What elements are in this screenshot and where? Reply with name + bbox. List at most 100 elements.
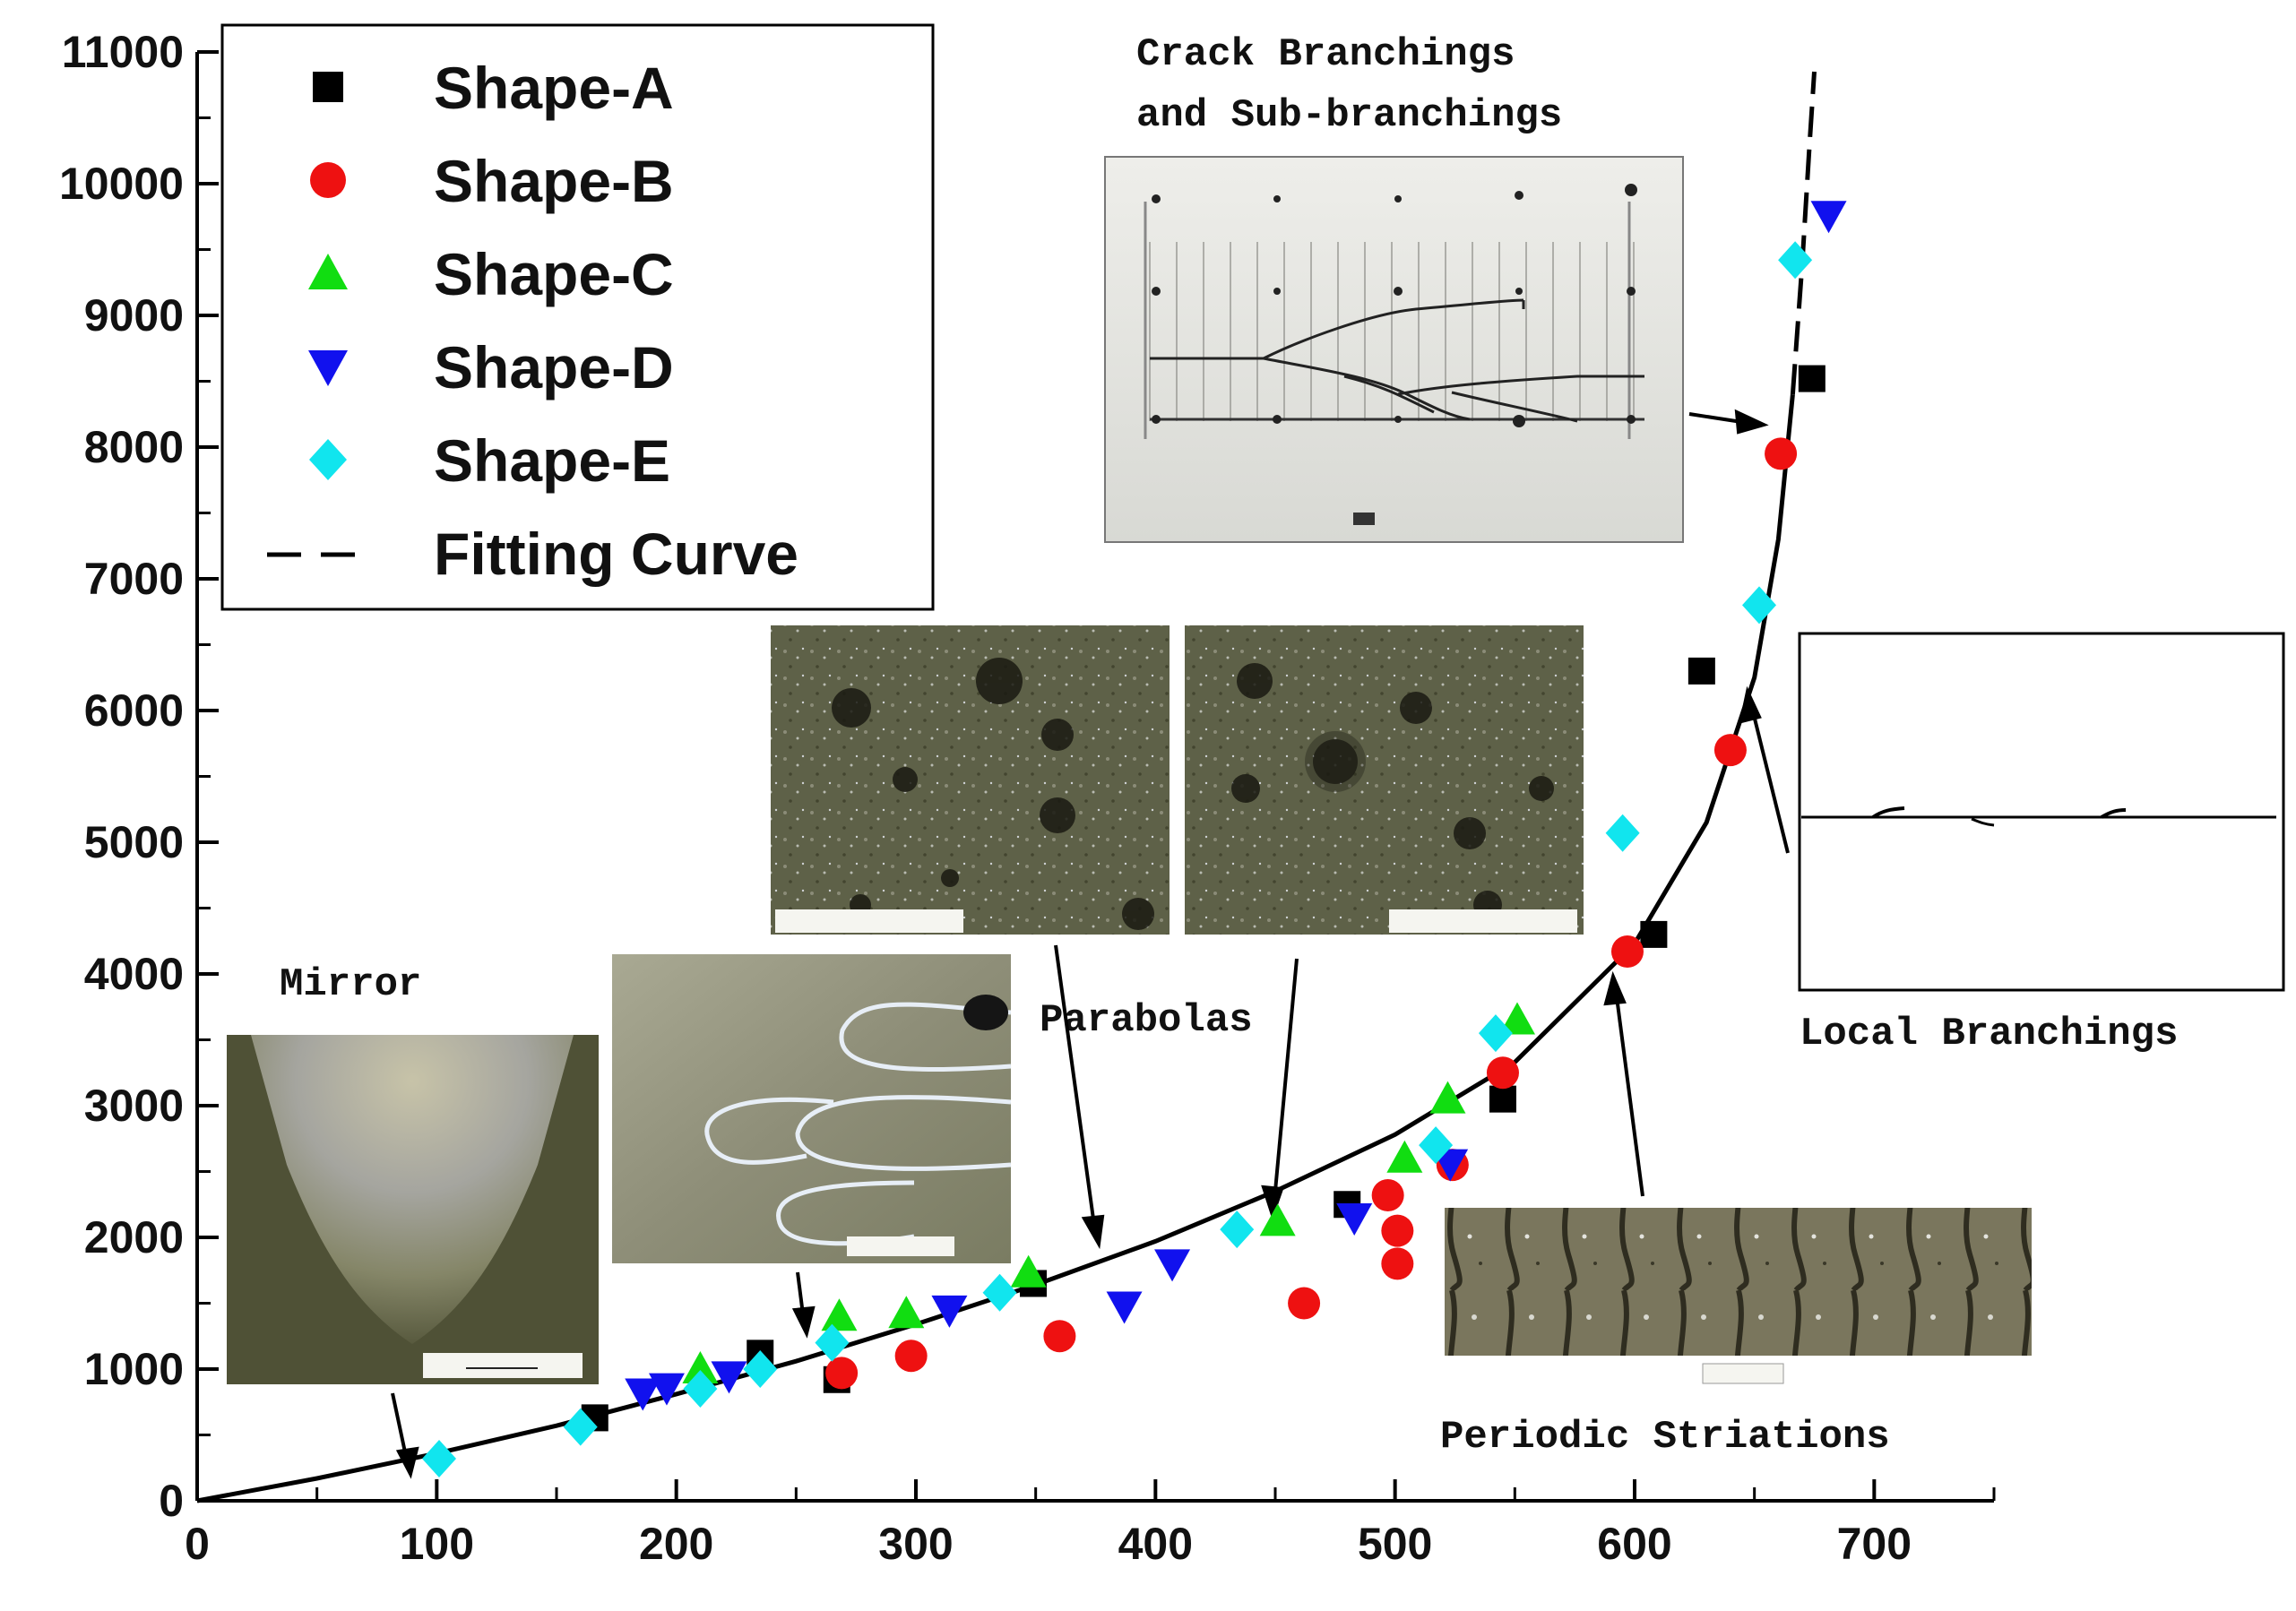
y-tick-label: 2000 bbox=[84, 1212, 184, 1262]
fitting-curve-layer bbox=[196, 71, 1817, 1503]
legend-marker-shape-c bbox=[308, 254, 348, 289]
striations-photo bbox=[1445, 1208, 2032, 1384]
y-tick-label: 3000 bbox=[84, 1081, 184, 1131]
x-ticks: 0 100 200 300 400 500 600 700 bbox=[185, 1479, 1996, 1569]
point-shape-e bbox=[743, 1350, 778, 1388]
legend-label-shape-e: Shape-E bbox=[434, 427, 670, 494]
y-ticks: 0 1000 2000 3000 4000 5000 6000 7000 8000 9000 100… bbox=[59, 27, 219, 1526]
parabola-photo-right bbox=[1185, 625, 1584, 935]
point-shape-b bbox=[825, 1357, 859, 1390]
inset-photos bbox=[227, 156, 2285, 1384]
point-shape-d bbox=[931, 1295, 968, 1328]
parabola-arrow-2 bbox=[1054, 944, 1097, 1233]
legend-marker-shape-a bbox=[313, 72, 343, 102]
point-shape-c bbox=[1499, 1002, 1536, 1035]
x-tick-label: 400 bbox=[1118, 1519, 1193, 1569]
y-tick-label: 7000 bbox=[84, 554, 184, 604]
point-shape-d bbox=[1154, 1249, 1191, 1282]
legend-marker-shape-b bbox=[310, 162, 346, 198]
crack-branchings-label-line1: Crack Branchings bbox=[1136, 32, 1515, 77]
point-shape-c bbox=[1259, 1203, 1296, 1236]
point-shape-b bbox=[1713, 734, 1747, 767]
legend: Shape-A Shape-B Shape-C Shape-D Shape-E Fitti… bbox=[220, 23, 935, 611]
point-shape-a bbox=[1798, 365, 1826, 392]
striations-arrow bbox=[1614, 989, 1644, 1197]
legend-label-fitting-curve: Fitting Curve bbox=[434, 521, 798, 587]
point-shape-d bbox=[1810, 201, 1847, 234]
data-points-layer bbox=[422, 201, 1847, 1477]
point-shape-e bbox=[563, 1408, 598, 1446]
y-tick-label: 4000 bbox=[84, 949, 184, 999]
legend-marker-shape-d bbox=[308, 350, 348, 386]
legend-label-shape-a: Shape-A bbox=[434, 55, 674, 121]
point-shape-e bbox=[1605, 814, 1640, 852]
point-shape-e bbox=[1778, 241, 1813, 280]
fitting-curve-solid bbox=[196, 393, 1795, 1503]
point-shape-c bbox=[682, 1351, 719, 1383]
legend-label-shape-d: Shape-D bbox=[434, 334, 674, 401]
point-shape-d bbox=[1106, 1291, 1143, 1324]
x-tick-label: 500 bbox=[1358, 1519, 1432, 1569]
periodic-striations-label: Periodic Striations bbox=[1440, 1415, 1890, 1460]
y-tick-label: 11000 bbox=[62, 27, 184, 77]
x-tick-label: 200 bbox=[639, 1519, 713, 1569]
point-shape-d bbox=[648, 1373, 685, 1406]
point-shape-a bbox=[1489, 1085, 1516, 1113]
point-shape-d bbox=[711, 1361, 747, 1394]
y-tick-label: 10000 bbox=[59, 159, 184, 209]
point-shape-e bbox=[1478, 1014, 1513, 1053]
point-shape-b bbox=[1381, 1214, 1414, 1247]
point-shape-b bbox=[1043, 1320, 1076, 1353]
y-tick-label: 8000 bbox=[84, 422, 184, 472]
point-shape-b bbox=[1371, 1178, 1404, 1211]
point-shape-d bbox=[1336, 1202, 1373, 1236]
mirror-photo bbox=[227, 1035, 599, 1384]
legend-marker-shape-e bbox=[309, 439, 347, 480]
x-tick-label: 600 bbox=[1597, 1519, 1671, 1569]
parabola-photo-left bbox=[612, 954, 1012, 1263]
y-tick-label: 9000 bbox=[84, 290, 184, 340]
point-shape-d bbox=[625, 1378, 661, 1411]
point-shape-e bbox=[422, 1439, 457, 1477]
mirror-label: Mirror bbox=[280, 962, 421, 1007]
annotation-arrows bbox=[391, 409, 1790, 1479]
point-shape-c bbox=[1386, 1140, 1423, 1173]
point-shape-e bbox=[1742, 586, 1777, 625]
point-shape-e bbox=[1419, 1126, 1454, 1165]
point-shape-c bbox=[1010, 1254, 1047, 1288]
legend-label-shape-c: Shape-C bbox=[434, 241, 674, 307]
fitting-curve-dashed bbox=[1790, 71, 1817, 395]
point-shape-e bbox=[815, 1323, 850, 1362]
y-tick-label: 1000 bbox=[84, 1344, 184, 1394]
point-shape-c bbox=[821, 1298, 858, 1331]
point-shape-a bbox=[1640, 920, 1668, 948]
point-shape-e bbox=[982, 1273, 1017, 1312]
crack-branchings-label-line2: and Sub-branchings bbox=[1136, 93, 1562, 138]
point-shape-b bbox=[1765, 437, 1798, 470]
point-shape-e bbox=[1220, 1210, 1255, 1249]
point-shape-b bbox=[1381, 1247, 1414, 1280]
x-tick-label: 700 bbox=[1837, 1519, 1912, 1569]
parabolas-label: Parabolas bbox=[1040, 998, 1253, 1043]
point-shape-b bbox=[1610, 935, 1644, 969]
point-shape-c bbox=[1429, 1081, 1466, 1114]
annotations: Crack Branchings and Sub-branchings Mirr… bbox=[280, 32, 2178, 1460]
parabola-photo-middle bbox=[771, 625, 1170, 935]
y-tick-label: 6000 bbox=[84, 685, 184, 736]
local-branchings-label: Local Branchings bbox=[1800, 1012, 2178, 1056]
x-tick-label: 100 bbox=[400, 1519, 474, 1569]
point-shape-b bbox=[1288, 1287, 1321, 1320]
crack-branchings-photo bbox=[1104, 156, 1684, 543]
point-shape-b bbox=[1486, 1056, 1519, 1090]
point-shape-c bbox=[888, 1296, 925, 1329]
x-tick-label: 0 bbox=[185, 1519, 210, 1569]
y-tick-label: 5000 bbox=[84, 817, 184, 867]
local-branchings-arrow bbox=[1750, 707, 1790, 854]
local-branchings-photo bbox=[1798, 632, 2285, 992]
legend-label-shape-b: Shape-B bbox=[434, 148, 674, 214]
point-shape-a bbox=[1687, 657, 1715, 685]
y-tick-label: 0 bbox=[159, 1476, 184, 1526]
point-shape-b bbox=[894, 1340, 928, 1373]
parabola-arrow-3 bbox=[1273, 958, 1299, 1202]
